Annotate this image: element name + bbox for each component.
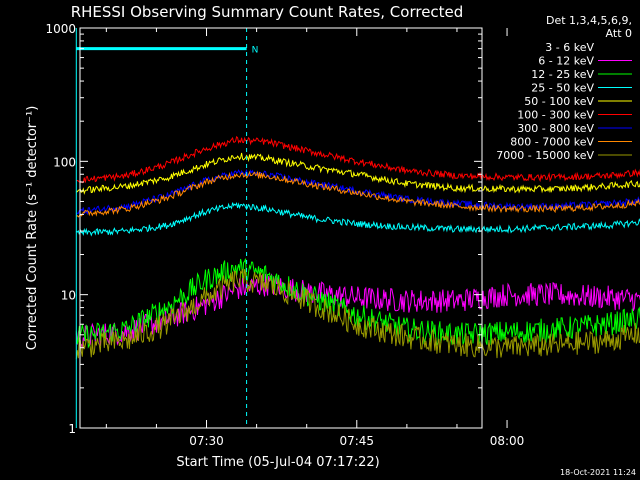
flag-bar-label-0: N xyxy=(252,46,259,56)
series-line-3 xyxy=(75,202,640,237)
x-tick-label-1: 07:45 xyxy=(339,434,374,448)
legend-label-2: 12 - 25 keV xyxy=(531,68,594,81)
legend-label-1: 6 - 12 keV xyxy=(538,55,594,68)
y-tick-label-1: 10 xyxy=(61,289,76,303)
legend-label-3: 25 - 50 keV xyxy=(531,82,594,95)
legend-label-8: 7000 - 15000 keV xyxy=(496,149,594,162)
series-line-7 xyxy=(76,170,640,218)
plot-frame xyxy=(79,27,483,429)
y-tick-label-0: 1 xyxy=(68,422,76,436)
chart-title: RHESSI Observing Summary Count Rates, Co… xyxy=(71,3,464,21)
series-line-0 xyxy=(75,321,640,412)
y-tick-label-2: 100 xyxy=(53,155,76,169)
x-tick-label-2: 08:00 xyxy=(490,434,525,448)
legend-header-line-1: Det 1,3,4,5,6,9, xyxy=(546,14,632,27)
legend-label-0: 3 - 6 keV xyxy=(545,41,594,54)
x-axis-label: Start Time (05-Jul-04 07:17:22) xyxy=(176,455,379,470)
series-line-5 xyxy=(76,135,640,184)
legend-label-6: 300 - 800 keV xyxy=(517,122,594,135)
y-axis-label: Corrected Count Rate (s⁻¹ detector⁻¹) xyxy=(25,106,40,351)
plot-area: N xyxy=(75,28,640,428)
series-line-4 xyxy=(76,152,640,195)
y-tick-label-3: 1000 xyxy=(45,22,76,36)
legend-label-5: 100 - 300 keV xyxy=(517,109,594,122)
series-line-1 xyxy=(75,273,640,348)
series-line-8 xyxy=(75,268,640,360)
y-axis: 1 10 100 1000 xyxy=(45,22,482,436)
generation-timestamp: 18-Oct-2021 11:24 xyxy=(560,468,636,477)
legend-label-4: 50 - 100 keV xyxy=(524,95,594,108)
x-tick-label-0: 07:30 xyxy=(189,434,224,448)
legend-header-line-2: Att 0 xyxy=(606,27,632,40)
legend-label-7: 800 - 7000 keV xyxy=(510,136,594,149)
